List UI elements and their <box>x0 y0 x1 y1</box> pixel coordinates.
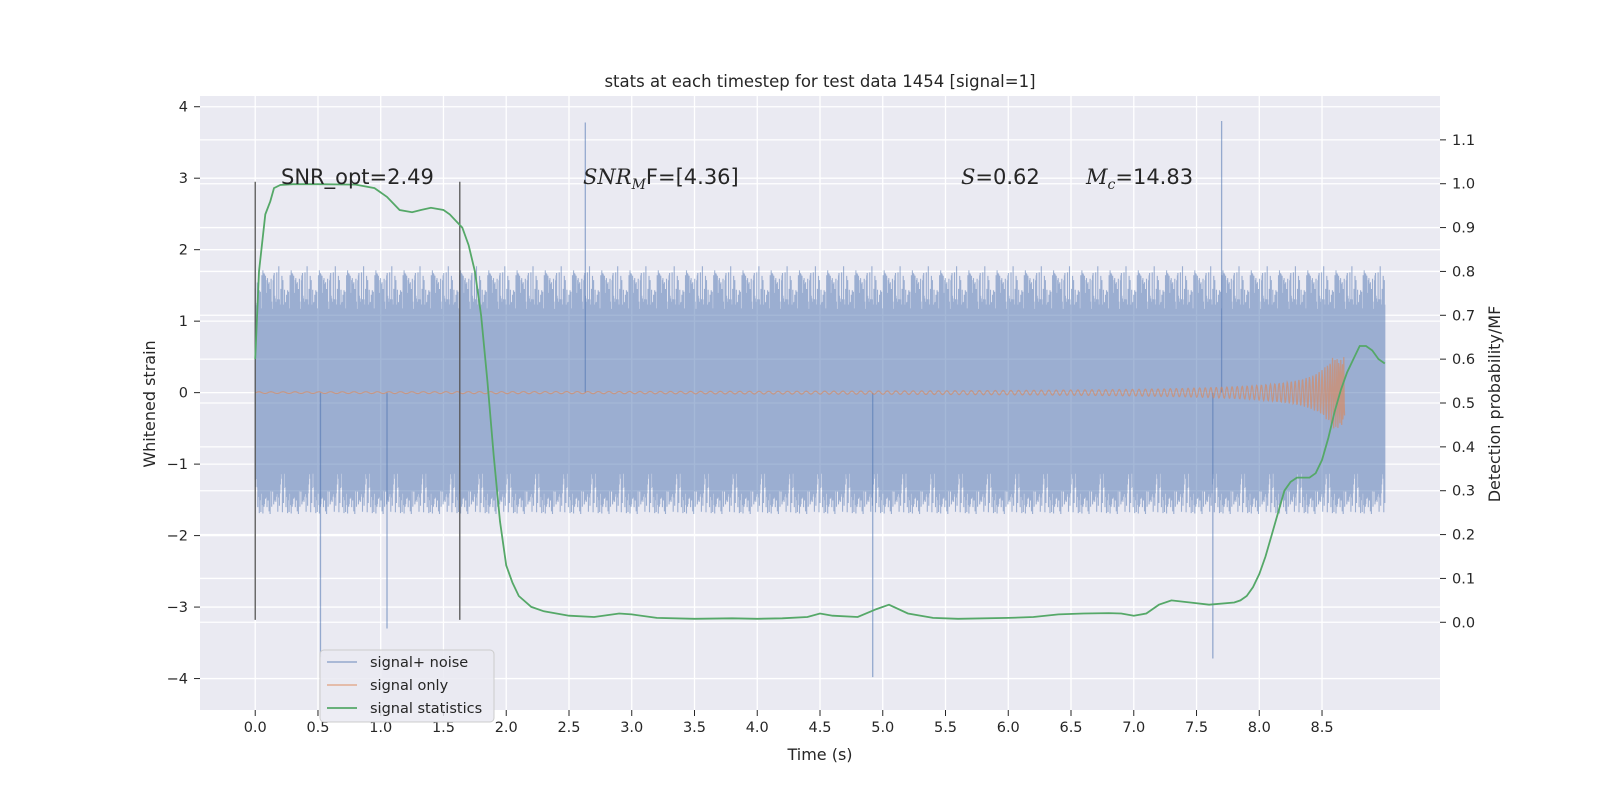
y-tick-label: 4 <box>179 100 188 116</box>
y-right-tick-label: 0.6 <box>1452 352 1475 368</box>
x-tick-label: 1.5 <box>432 720 455 736</box>
legend: signal+ noise signal only signal statist… <box>319 649 495 723</box>
x-tick-label: 3.5 <box>683 720 706 736</box>
annotation-snr-mf: SNRMF=[4.36] <box>583 165 739 193</box>
signal-only-series <box>254 357 1346 429</box>
y-right-axis-title: Detection probability/MF <box>1485 306 1504 503</box>
mc-symbol: M <box>1085 165 1108 189</box>
snr-mf-value: F=[4.36] <box>646 165 739 189</box>
signal-statistics-line <box>254 183 1386 620</box>
y-tick-label: 1 <box>179 314 188 330</box>
y-right-tick-label: 0.3 <box>1452 484 1475 500</box>
x-tick-label: 6.5 <box>1059 720 1082 736</box>
x-tick-label: 0.0 <box>244 720 267 736</box>
legend-label-noise: signal+ noise <box>370 655 468 671</box>
snr-mf-subscript: M <box>631 177 647 193</box>
x-tick-label: 8.0 <box>1248 720 1271 736</box>
y-tick-label: −3 <box>167 600 188 616</box>
x-axis-title: Time (s) <box>786 745 852 764</box>
y-right-tick-label: 0.8 <box>1452 264 1475 280</box>
y-tick-label: 2 <box>179 243 188 259</box>
y-right-tick-label: 0.2 <box>1452 528 1475 544</box>
vertical-markers <box>254 181 461 620</box>
axis-ticks: 0.0 0.5 1.0 1.5 2.0 2.5 3.0 3.5 4.0 4.5 5.0 5.5 6.0 6… <box>167 100 1475 736</box>
annotation-snr-opt: SNR_opt=2.49 <box>281 165 434 190</box>
x-tick-label: 4.5 <box>808 720 831 736</box>
legend-label-statistics: signal statistics <box>370 701 482 717</box>
y-tick-label: −4 <box>167 672 188 688</box>
x-tick-label: 7.0 <box>1122 720 1145 736</box>
signal-trace <box>254 357 1346 429</box>
mc-value: =14.83 <box>1115 165 1193 189</box>
legend-label-signal: signal only <box>370 678 449 694</box>
y-right-tick-label: 0.9 <box>1452 221 1475 237</box>
y-right-tick-label: 0.1 <box>1452 571 1475 587</box>
y-right-tick-label: 0.4 <box>1452 440 1475 456</box>
x-tick-label: 1.0 <box>369 720 392 736</box>
x-tick-label: 2.0 <box>495 720 518 736</box>
y-tick-label: 0 <box>179 386 188 402</box>
x-tick-label: 7.5 <box>1185 720 1208 736</box>
annotation-mc: Mc=14.83 <box>1085 165 1193 193</box>
x-tick-label: 5.0 <box>871 720 894 736</box>
x-tick-label: 8.5 <box>1310 720 1333 736</box>
y-right-tick-label: 1.0 <box>1452 177 1475 193</box>
y-tick-label: −2 <box>167 529 188 545</box>
mc-subscript: c <box>1108 177 1116 193</box>
x-tick-label: 5.5 <box>934 720 957 736</box>
legend-box <box>319 649 495 723</box>
x-tick-label: 3.0 <box>620 720 643 736</box>
y-right-tick-label: 0.7 <box>1452 308 1475 324</box>
s-value: =0.62 <box>975 165 1039 189</box>
y-right-tick-label: 0.5 <box>1452 396 1475 412</box>
y-tick-label: 3 <box>179 171 188 187</box>
x-tick-label: 6.0 <box>997 720 1020 736</box>
snr-mf-symbol: SNR <box>583 165 632 189</box>
s-symbol: S <box>961 165 975 189</box>
y-right-tick-label: 0.0 <box>1452 615 1475 631</box>
y-tick-label: −1 <box>167 457 188 473</box>
annotation-s: S=0.62 <box>961 165 1040 189</box>
chart-title: stats at each timestep for test data 145… <box>604 72 1035 91</box>
y-axis-title: Whitened strain <box>140 340 159 467</box>
y-right-tick-label: 1.1 <box>1452 133 1475 149</box>
x-tick-label: 2.5 <box>557 720 580 736</box>
x-tick-label: 0.5 <box>306 720 329 736</box>
x-tick-label: 4.0 <box>746 720 769 736</box>
